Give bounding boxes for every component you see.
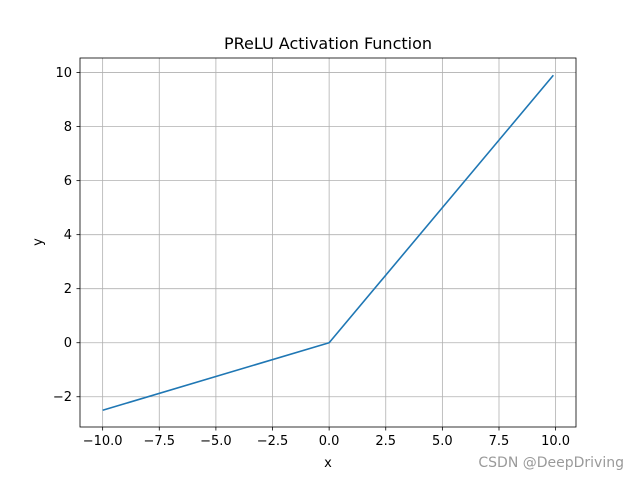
- grid: [80, 58, 576, 427]
- x-tick-label: −2.5: [257, 434, 289, 449]
- x-axis-ticks: −10.0 −7.5 −5.0 −2.5 0.0 2.5 5.0 7.5 10.0: [83, 427, 570, 449]
- y-tick-label: 10: [55, 66, 72, 81]
- y-axis-ticks: −2 0 2 4 6 8 10: [53, 66, 80, 405]
- watermark-text: CSDN @DeepDriving: [478, 455, 624, 471]
- x-tick-label: 2.5: [375, 434, 396, 449]
- x-tick-label: −7.5: [143, 434, 175, 449]
- y-tick-label: −2: [53, 390, 72, 405]
- y-tick-label: 8: [64, 120, 72, 135]
- y-axis-label: y: [31, 238, 46, 246]
- x-axis-label: x: [324, 456, 332, 471]
- x-tick-label: −5.0: [200, 434, 232, 449]
- x-tick-label: −10.0: [83, 434, 123, 449]
- series-group: [102, 74, 554, 412]
- y-tick-label: 0: [64, 336, 72, 351]
- x-tick-label: 0.0: [319, 434, 340, 449]
- x-tick-label: 5.0: [432, 434, 453, 449]
- x-tick-label: 7.5: [489, 434, 510, 449]
- prelu-line: [102, 74, 554, 412]
- y-tick-label: 2: [64, 282, 72, 297]
- chart-title: PReLU Activation Function: [224, 34, 432, 53]
- plot-frame: [79, 57, 577, 428]
- y-tick-label: 4: [64, 228, 72, 243]
- x-tick-label: 10.0: [541, 434, 570, 449]
- y-tick-label: 6: [64, 174, 72, 189]
